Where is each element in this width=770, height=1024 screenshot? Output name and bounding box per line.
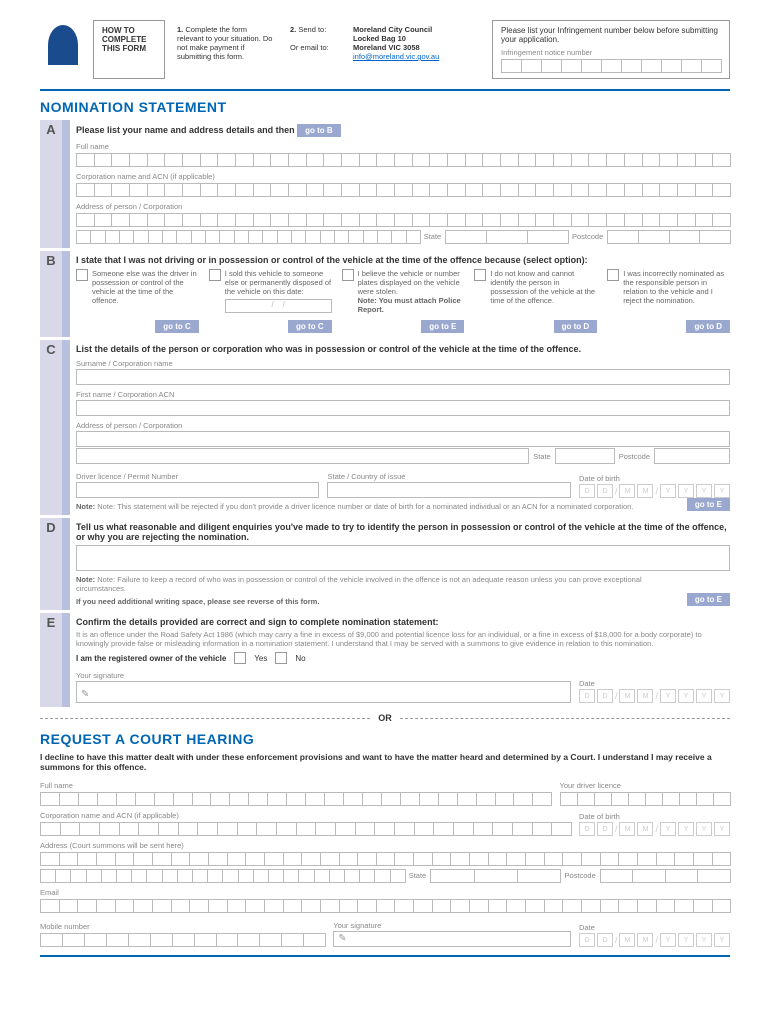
c-state[interactable] [555, 448, 615, 464]
addr-input[interactable] [76, 213, 730, 227]
corp-input[interactable] [76, 183, 730, 197]
goto-c1: go to C [155, 320, 199, 333]
email-link[interactable]: info@moreland.vic.gov.au [353, 52, 439, 61]
postcode-input[interactable] [607, 230, 730, 244]
opt2-check[interactable] [209, 269, 221, 281]
infringement-input[interactable] [501, 59, 721, 73]
goto-d1: go to D [554, 320, 598, 333]
c-addr[interactable] [76, 431, 730, 447]
section-c: C List the details of the person or corp… [40, 340, 730, 515]
howto-label: HOW TO COMPLETE THIS FORM [93, 20, 165, 79]
court-sig[interactable] [333, 931, 571, 947]
goto-d2: go to D [686, 320, 730, 333]
goto-c2: go to C [288, 320, 332, 333]
infringement-box: Please list your Infringement number bel… [492, 20, 730, 79]
fullname-input[interactable] [76, 153, 730, 167]
opt1-check[interactable] [76, 269, 88, 281]
court-corp[interactable] [40, 822, 571, 836]
court-date[interactable]: DD/MM/YYYY [579, 933, 730, 947]
goto-b: go to B [297, 124, 341, 137]
instruction-1: 1. Complete the form relevant to your si… [173, 20, 278, 79]
logo [40, 20, 85, 70]
court-title: REQUEST A COURT HEARING [40, 731, 730, 747]
d-text[interactable] [76, 545, 730, 571]
c-postcode[interactable] [654, 448, 730, 464]
opt5-check[interactable] [607, 269, 619, 281]
opt4-check[interactable] [474, 269, 486, 281]
court-state[interactable] [430, 869, 560, 883]
goto-e1: go to E [421, 320, 464, 333]
addr2-input[interactable] [76, 230, 420, 244]
goto-e2: go to E [687, 498, 730, 511]
court-fullname[interactable] [40, 792, 552, 806]
header: HOW TO COMPLETE THIS FORM 1. Complete th… [40, 20, 730, 79]
c-dob[interactable]: DD/MM/YYYY [579, 484, 730, 498]
e-signature[interactable] [76, 681, 571, 703]
c-country[interactable] [327, 482, 570, 498]
instruction-2: 2. Send to:Or email to: [286, 20, 341, 79]
court-addr[interactable] [40, 852, 730, 866]
c-licence[interactable] [76, 482, 319, 498]
c-surname[interactable] [76, 369, 730, 385]
send-address: Moreland City CouncilLocked Bag 10Morela… [349, 20, 484, 79]
opt3-check[interactable] [342, 269, 354, 281]
section-a: A Please list your name and address deta… [40, 120, 730, 248]
court-dob[interactable]: DD/MM/YYYY [579, 822, 730, 836]
c-first[interactable] [76, 400, 730, 416]
section-d: D Tell us what reasonable and diligent e… [40, 518, 730, 610]
section-b: B I state that I was not driving or in p… [40, 251, 730, 337]
c-addr2[interactable] [76, 448, 529, 464]
owner-no[interactable] [275, 652, 287, 664]
section-e: E Confirm the details provided are corre… [40, 613, 730, 707]
court-mobile[interactable] [40, 933, 325, 947]
court-email[interactable] [40, 899, 730, 913]
nomination-title: NOMINATION STATEMENT [40, 99, 730, 115]
goto-e3: go to E [687, 593, 730, 606]
e-date[interactable]: DD/MM/YYYY [579, 689, 730, 703]
court-postcode[interactable] [600, 869, 730, 883]
court-licence[interactable] [560, 792, 731, 806]
state-input[interactable] [445, 230, 568, 244]
court-addr2[interactable] [40, 869, 405, 883]
owner-yes[interactable] [234, 652, 246, 664]
court-text: I decline to have this matter dealt with… [40, 752, 730, 772]
